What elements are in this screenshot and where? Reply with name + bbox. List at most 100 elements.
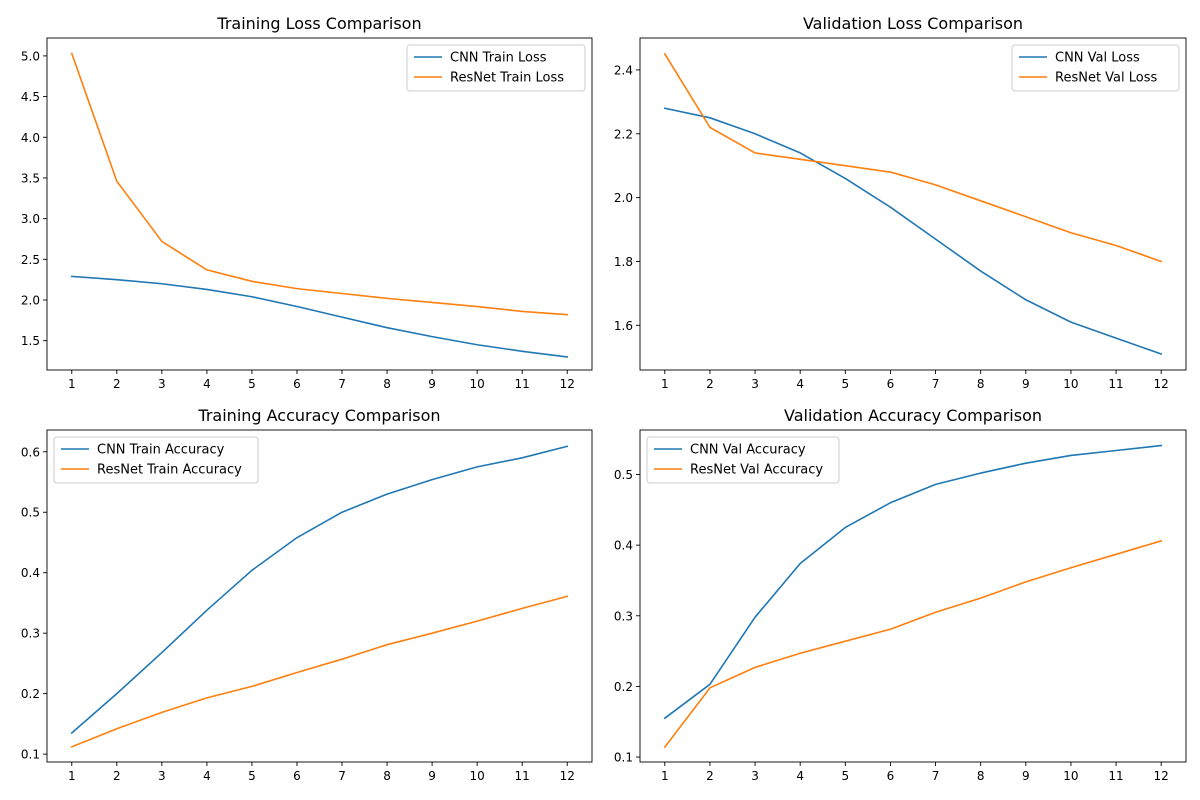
series-line-1 bbox=[70, 445, 569, 735]
legend-label: ResNet Train Loss bbox=[450, 71, 564, 86]
x-tick-label: 1 bbox=[661, 377, 669, 391]
legend-label: ResNet Train Accuracy bbox=[97, 463, 242, 478]
y-tick-label: 4.5 bbox=[21, 90, 40, 104]
x-tick-label: 7 bbox=[932, 769, 940, 783]
x-tick-label: 12 bbox=[1154, 377, 1169, 391]
y-tick-label: 2.5 bbox=[21, 253, 40, 267]
y-tick-label: 0.4 bbox=[21, 566, 40, 580]
axes-frame bbox=[639, 429, 1187, 763]
legend-label: CNN Train Loss bbox=[450, 51, 547, 66]
y-tick-label: 0.2 bbox=[614, 680, 633, 694]
axes-frame bbox=[46, 37, 593, 371]
y-tick-label: 0.1 bbox=[21, 748, 40, 762]
x-tick-label: 9 bbox=[1022, 769, 1030, 783]
y-tick-label: 5.0 bbox=[21, 49, 40, 63]
legend: CNN Val Accuracy ResNet Val Accuracy bbox=[646, 436, 840, 484]
axes-frame bbox=[46, 429, 593, 763]
y-tick-label: 4.0 bbox=[21, 131, 40, 145]
legend-label: ResNet Val Accuracy bbox=[690, 463, 823, 478]
y-tick-label: 2.0 bbox=[21, 294, 40, 308]
x-tick-label: 10 bbox=[1063, 377, 1078, 391]
x-tick-label: 2 bbox=[706, 377, 714, 391]
x-tick-label: 9 bbox=[428, 769, 436, 783]
chart-panel-4: Validation Accuracy Comparison 1 2 3 4 5 6 7 8 9 1… bbox=[614, 406, 1187, 783]
legend-label: ResNet Val Loss bbox=[1055, 71, 1158, 86]
x-tick-label: 5 bbox=[841, 769, 849, 783]
axes-frame bbox=[639, 37, 1187, 371]
x-tick-label: 3 bbox=[158, 377, 166, 391]
x-tick-label: 2 bbox=[113, 377, 121, 391]
x-tick-label: 11 bbox=[1108, 769, 1123, 783]
x-tick-label: 4 bbox=[796, 769, 804, 783]
x-tick-label: 11 bbox=[515, 769, 530, 783]
x-tick-label: 4 bbox=[796, 377, 804, 391]
series-line-1 bbox=[663, 444, 1163, 720]
x-tick-label: 8 bbox=[383, 769, 391, 783]
legend-box bbox=[646, 436, 840, 484]
y-tick-label: 2.4 bbox=[614, 63, 633, 77]
x-tick-label: 2 bbox=[706, 769, 714, 783]
series-line-2 bbox=[663, 52, 1163, 263]
x-tick-label: 9 bbox=[1022, 377, 1030, 391]
y-tick-label: 1.8 bbox=[614, 255, 633, 269]
x-tick-label: 3 bbox=[751, 769, 759, 783]
y-tick-label: 0.3 bbox=[21, 627, 40, 641]
y-tick-label: 3.0 bbox=[21, 212, 40, 226]
y-tick-label: 0.5 bbox=[21, 506, 40, 520]
series-line-1 bbox=[70, 275, 569, 358]
x-tick-label: 5 bbox=[248, 377, 256, 391]
legend-box bbox=[406, 44, 586, 92]
x-tick-label: 12 bbox=[560, 769, 575, 783]
y-tick-label: 0.4 bbox=[614, 539, 633, 553]
x-tick-label: 6 bbox=[293, 769, 301, 783]
x-tick-label: 6 bbox=[887, 377, 895, 391]
x-tick-label: 5 bbox=[248, 769, 256, 783]
y-tick-label: 2.2 bbox=[614, 127, 633, 141]
x-tick-label: 8 bbox=[383, 377, 391, 391]
x-tick-label: 4 bbox=[203, 769, 211, 783]
x-tick-label: 7 bbox=[338, 377, 346, 391]
x-tick-label: 10 bbox=[470, 769, 485, 783]
chart-title: Validation Accuracy Comparison bbox=[784, 406, 1042, 425]
y-tick-label: 0.2 bbox=[21, 687, 40, 701]
x-tick-label: 12 bbox=[560, 377, 575, 391]
legend: CNN Val Loss ResNet Val Loss bbox=[1011, 44, 1180, 92]
chart-title: Training Loss Comparison bbox=[216, 14, 421, 33]
y-tick-label: 0.1 bbox=[614, 751, 633, 765]
x-tick-label: 7 bbox=[932, 377, 940, 391]
y-tick-label: 2.0 bbox=[614, 191, 633, 205]
chart-title: Training Accuracy Comparison bbox=[197, 406, 440, 425]
x-tick-label: 11 bbox=[515, 377, 530, 391]
y-tick-label: 0.3 bbox=[614, 609, 633, 623]
legend-label: CNN Train Accuracy bbox=[97, 443, 225, 458]
x-tick-label: 5 bbox=[841, 377, 849, 391]
y-tick-label: 3.5 bbox=[21, 171, 40, 185]
x-tick-label: 6 bbox=[293, 377, 301, 391]
legend: CNN Train Loss ResNet Train Loss bbox=[406, 44, 586, 92]
x-tick-label: 8 bbox=[977, 769, 985, 783]
legend-label: CNN Val Accuracy bbox=[690, 443, 806, 458]
x-tick-label: 4 bbox=[203, 377, 211, 391]
x-tick-label: 11 bbox=[1108, 377, 1123, 391]
x-tick-label: 12 bbox=[1154, 769, 1169, 783]
x-tick-label: 9 bbox=[428, 377, 436, 391]
y-tick-label: 0.6 bbox=[21, 445, 40, 459]
legend: CNN Train Accuracy ResNet Train Accuracy bbox=[53, 436, 259, 484]
legend-label: CNN Val Loss bbox=[1055, 51, 1140, 66]
series-line-2 bbox=[70, 595, 569, 748]
x-tick-label: 10 bbox=[1063, 769, 1078, 783]
x-tick-label: 3 bbox=[158, 769, 166, 783]
series-line-2 bbox=[70, 52, 569, 316]
series-line-1 bbox=[663, 107, 1163, 356]
x-tick-label: 1 bbox=[68, 377, 76, 391]
x-tick-label: 6 bbox=[887, 769, 895, 783]
x-tick-label: 2 bbox=[113, 769, 121, 783]
y-tick-label: 1.5 bbox=[21, 334, 40, 348]
legend-box bbox=[1011, 44, 1180, 92]
y-tick-label: 1.6 bbox=[614, 319, 633, 333]
chart-title: Validation Loss Comparison bbox=[803, 14, 1023, 33]
